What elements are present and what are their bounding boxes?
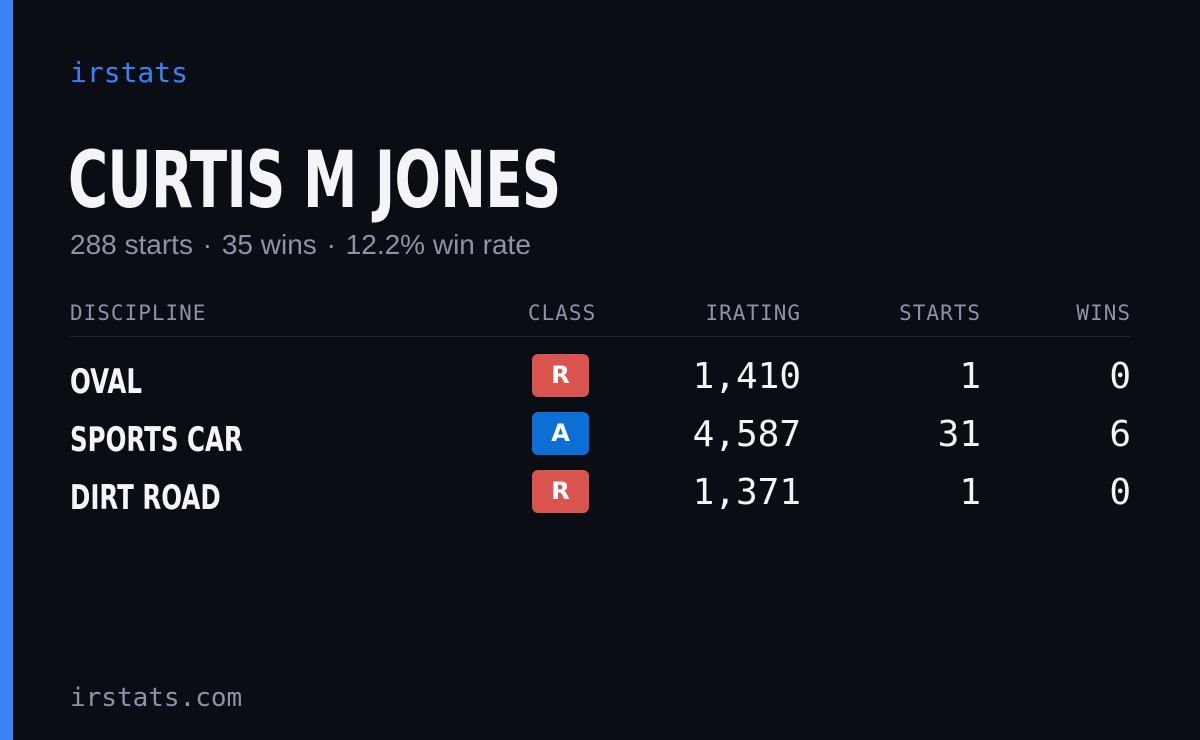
starts-value: 31 [937,414,981,455]
license-class-badge: A [532,412,589,455]
starts-value: 1 [959,472,981,513]
player-summary: 288 starts · 35 wins · 12.2% win rate [70,228,531,262]
table-row: OVAL R 1,410 1 0 [70,354,1131,406]
discipline-name: OVAL [70,362,142,402]
wins-value: 0 [1109,472,1131,513]
license-class-badge: R [532,354,589,397]
irating-value: 1,410 [692,356,801,397]
wins-summary: 35 wins [221,229,317,260]
stats-table-header: DISCIPLINE CLASS IRATING STARTS WINS [70,300,1131,337]
footer-url[interactable]: irstats.com [70,683,243,713]
starts-summary: 288 starts [70,229,193,260]
starts-value: 1 [959,356,981,397]
irating-value: 4,587 [692,414,801,455]
win-rate-summary: 12.2% win rate [345,229,531,260]
wins-value: 6 [1109,414,1131,455]
irating-value: 1,371 [692,472,801,513]
license-class-badge: R [532,470,589,513]
header-class: CLASS [528,301,597,325]
player-name: CURTIS M JONES [68,136,561,226]
discipline-name: SPORTS CAR [70,420,243,460]
wins-value: 0 [1109,356,1131,397]
accent-bar [0,0,13,740]
table-row: DIRT ROAD R 1,371 1 0 [70,470,1131,522]
header-irating: IRATING [705,301,801,325]
header-wins: WINS [1076,301,1131,325]
header-discipline: DISCIPLINE [70,301,207,325]
header-starts: STARTS [899,301,981,325]
table-row: SPORTS CAR A 4,587 31 6 [70,412,1131,464]
separator: · [202,229,213,260]
brand-logo: irstats [70,56,189,89]
discipline-name: DIRT ROAD [70,478,221,518]
separator: · [326,229,336,260]
